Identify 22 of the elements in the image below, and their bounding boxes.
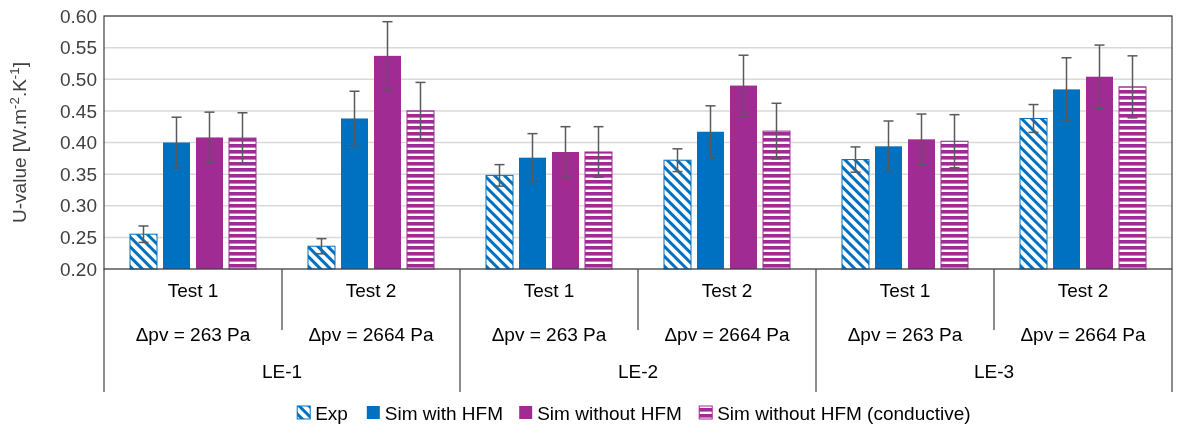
y-tick-label: 0.40 [60,132,97,154]
legend-label: Sim with HFM [384,402,504,424]
y-tick-label: 0.30 [60,195,97,217]
category-label: Test 1 Δpv = 263 Pa [847,280,963,345]
category-label: Test 2 Δpv = 2664 Pa [664,280,790,345]
category-label: Test 1 Δpv = 263 Pa [135,280,251,345]
text: LE-1 [261,361,303,382]
text: LE-3 [973,361,1015,382]
y-tick-label: 0.55 [60,37,97,59]
y-tick-label: 0.20 [60,258,97,280]
category-label: Test 2 Δpv = 2664 Pa [1020,280,1146,345]
legend-label: Sim without HFM [537,402,682,424]
y-tick-label: 0.35 [60,163,97,185]
category-label: Test 2 Δpv = 2664 Pa [308,280,434,345]
y-tick-label: 0.25 [60,227,97,249]
y-tick-label: 0.45 [60,100,97,122]
text: LE-2 [617,361,659,382]
category-label: Test 1 Δpv = 263 Pa [491,280,607,345]
legend-label: Exp [315,402,348,424]
y-tick-label: 0.60 [60,5,97,27]
y-tick-label: 0.50 [60,68,97,90]
legend-label: Sim without HFM (conductive) [717,402,971,424]
